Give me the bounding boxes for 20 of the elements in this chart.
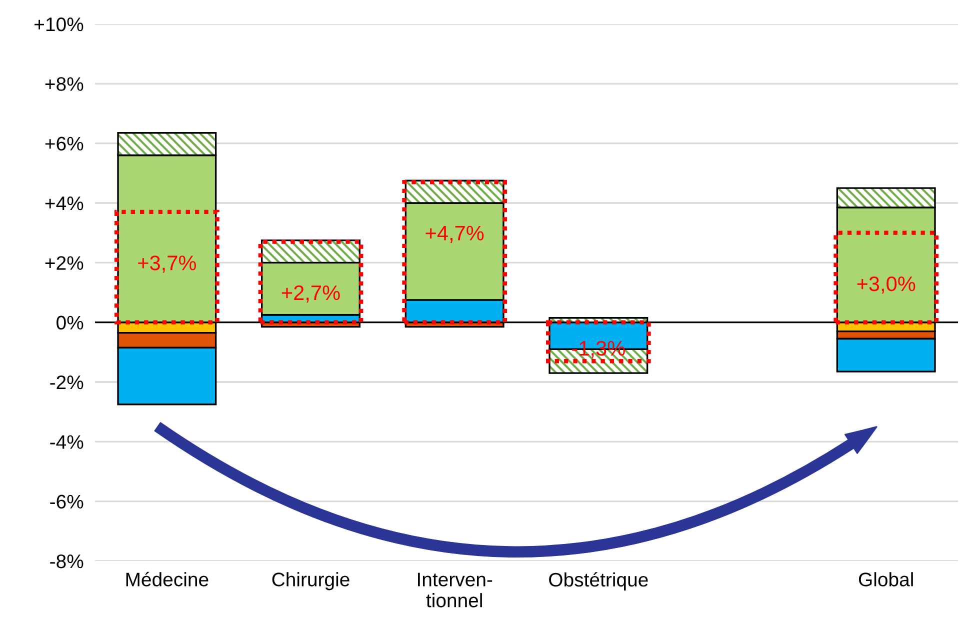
x-tick-label: Interven- tionnel: [418, 572, 492, 608]
y-tick-label: -2%: [50, 375, 84, 390]
y-tick-label: +4%: [45, 196, 84, 210]
y-tick-label: -8%: [50, 554, 84, 568]
y-tick-label: +10%: [34, 17, 84, 32]
data-label: -1,3%: [572, 340, 625, 358]
x-tick-label: Global: [858, 572, 913, 586]
x-tick-label: Obstétrique: [549, 572, 648, 590]
y-tick-label: +8%: [45, 77, 84, 91]
x-tick-label: Chirurgie: [272, 572, 350, 590]
y-tick-label: -4%: [50, 435, 84, 449]
y-tick-label: 0%: [56, 316, 84, 330]
data-label: +3,7%: [138, 256, 196, 273]
y-tick-label: -6%: [50, 494, 84, 509]
data-label: +3,0%: [857, 276, 916, 294]
data-label: +2,7%: [282, 285, 340, 303]
x-tick-label: Médecine: [126, 572, 208, 586]
y-tick-label: +6%: [45, 136, 84, 151]
data-label: +4,7%: [426, 226, 484, 243]
y-tick-label: +2%: [45, 256, 84, 270]
